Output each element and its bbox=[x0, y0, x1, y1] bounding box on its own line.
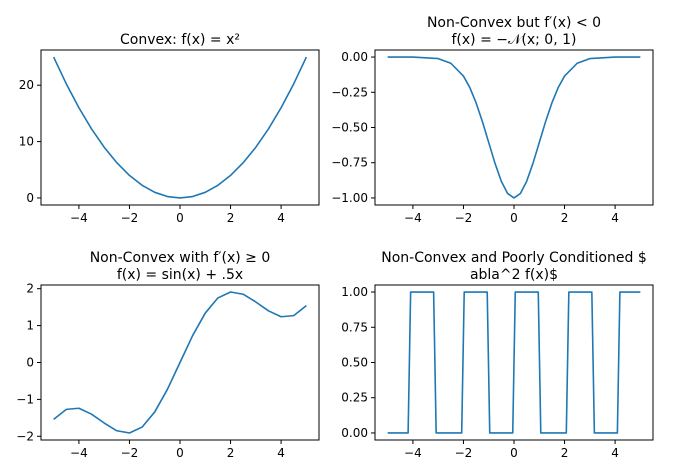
x-tick-label: 2 bbox=[227, 211, 235, 225]
x-tick-label: 0 bbox=[510, 446, 518, 460]
y-tick-label: 0 bbox=[26, 191, 34, 205]
axes-frame bbox=[374, 49, 654, 206]
x-tick-label: −2 bbox=[121, 211, 139, 225]
subplot-1: Convex: f(x) = x² −4 −2 0 2 4 0 10 20 bbox=[19, 32, 320, 225]
chart-title-line: abla^2 f(x)$ bbox=[470, 267, 558, 283]
y-tick-label: 2 bbox=[26, 282, 34, 296]
y-tick-label: 0.00 bbox=[341, 426, 368, 440]
series-line bbox=[53, 291, 307, 434]
subplot-2: Non-Convex but f′(x) < 0f(x) = −𝒩(x; 0, … bbox=[331, 15, 654, 225]
subplot-4: Non-Convex and Poorly Conditioned $abla^… bbox=[341, 250, 654, 460]
x-tick-label: −4 bbox=[70, 211, 88, 225]
chart-title-line: f(x) = −𝒩(x; 0, 1) bbox=[451, 32, 576, 48]
x-tick-label: 2 bbox=[561, 446, 569, 460]
chart-title-line: Convex: f(x) = x² bbox=[120, 32, 240, 48]
x-tick-label: −2 bbox=[121, 446, 139, 460]
x-tick-label: −4 bbox=[404, 211, 422, 225]
y-tick-label: −0.50 bbox=[331, 121, 368, 135]
y-tick-label: 0 bbox=[26, 356, 34, 370]
x-tick-label: −4 bbox=[70, 446, 88, 460]
x-tick-label: 4 bbox=[277, 446, 285, 460]
chart-title-line: Non-Convex and Poorly Conditioned $ bbox=[381, 250, 646, 266]
x-tick-label: 2 bbox=[227, 446, 235, 460]
x-tick-label: 0 bbox=[510, 211, 518, 225]
y-tick-label: 0.00 bbox=[341, 50, 368, 64]
x-tick-label: 2 bbox=[561, 211, 569, 225]
x-tick-label: 4 bbox=[611, 446, 619, 460]
subplot-3: Non-Convex with f′(x) ≥ 0f(x) = sin(x) +… bbox=[16, 250, 320, 460]
x-tick-label: 0 bbox=[176, 446, 184, 460]
y-tick-label: 10 bbox=[19, 135, 34, 149]
series-line bbox=[52, 56, 308, 199]
y-tick-label: −0.25 bbox=[331, 85, 368, 99]
x-tick-label: −2 bbox=[455, 446, 473, 460]
x-tick-label: −4 bbox=[404, 446, 422, 460]
chart-title-line: Non-Convex but f′(x) < 0 bbox=[427, 15, 601, 31]
x-tick-label: 4 bbox=[611, 211, 619, 225]
x-tick-label: 0 bbox=[176, 211, 184, 225]
y-tick-label: −2 bbox=[16, 429, 34, 443]
x-tick-label: −2 bbox=[455, 211, 473, 225]
y-tick-label: −1 bbox=[16, 392, 34, 406]
y-tick-label: −0.75 bbox=[331, 156, 368, 170]
y-tick-label: 0.25 bbox=[341, 391, 368, 405]
x-tick-label: 4 bbox=[277, 211, 285, 225]
y-tick-label: 1 bbox=[26, 319, 34, 333]
chart-title-line: Non-Convex with f′(x) ≥ 0 bbox=[90, 250, 271, 266]
series-line bbox=[387, 56, 641, 199]
y-tick-label: 0.75 bbox=[341, 320, 368, 334]
y-tick-label: 1.00 bbox=[341, 285, 368, 299]
y-tick-label: −1.00 bbox=[331, 191, 368, 205]
axes-frame bbox=[40, 49, 320, 206]
chart-title-line: f(x) = sin(x) + .5x bbox=[117, 267, 243, 283]
y-tick-label: 20 bbox=[19, 78, 34, 92]
series-line bbox=[387, 291, 641, 434]
y-tick-label: 0.50 bbox=[341, 356, 368, 370]
